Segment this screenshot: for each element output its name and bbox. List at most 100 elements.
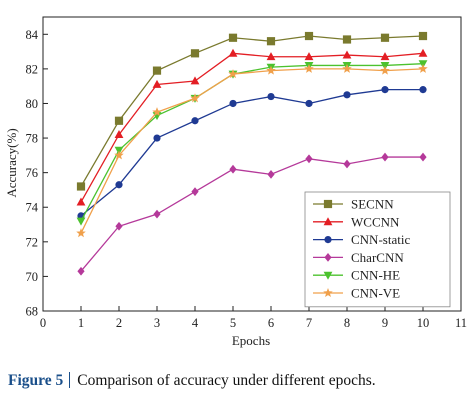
data-point-cnn-static — [419, 86, 427, 94]
data-point-secnn — [228, 33, 238, 42]
data-point-secnn — [190, 49, 200, 58]
data-point-wccnn — [304, 52, 314, 61]
data-point-cnn-ve — [380, 65, 390, 75]
figure-caption: Figure 5 Comparison of accuracy under dif… — [8, 372, 468, 390]
legend-label: CNN-HE — [351, 268, 400, 283]
caption-text: Comparison of accuracy under different e… — [77, 372, 376, 389]
data-point-wccnn — [342, 50, 352, 59]
data-point-charcnn — [419, 152, 427, 162]
y-tick-label: 74 — [26, 201, 39, 215]
data-point-cnn-static — [267, 92, 275, 101]
data-point-cnn-static — [305, 99, 313, 108]
y-tick-label: 82 — [26, 62, 39, 76]
data-point-charcnn — [343, 159, 351, 169]
data-point-cnn-ve — [266, 65, 276, 75]
data-point-cnn-static — [229, 99, 237, 108]
data-point-charcnn — [381, 152, 389, 162]
legend-marker — [323, 288, 333, 298]
y-tick-label: 72 — [26, 235, 39, 249]
legend-label: WCCNN — [351, 214, 400, 229]
series-cnn-static — [77, 86, 427, 220]
x-tick-label: 7 — [306, 316, 312, 330]
data-point-charcnn — [115, 221, 123, 231]
data-point-secnn — [152, 66, 162, 75]
data-point-cnn-ve — [228, 69, 238, 79]
series-line-charcnn — [80, 156, 423, 272]
legend-item-cnn-ve: CNN-VE — [313, 286, 400, 301]
data-point-wccnn — [266, 52, 276, 61]
caption-label: Figure 5 — [8, 372, 64, 389]
series-wccnn — [76, 48, 428, 206]
x-tick-label: 9 — [382, 316, 388, 330]
series-line-cnn-static — [80, 88, 423, 217]
legend-label: CNN-static — [351, 232, 410, 247]
series-line-secnn — [80, 35, 424, 187]
x-tick-label: 4 — [192, 316, 199, 330]
x-tick-label: 5 — [230, 316, 236, 330]
data-point-cnn-ve — [152, 107, 162, 117]
legend-label: SECNN — [351, 197, 394, 212]
legend: SECNN WCCNN CNN-static CharCNN CNN-HE CNN-VE — [304, 191, 451, 308]
legend-marker — [323, 199, 333, 209]
series-cnn-ve — [76, 63, 428, 238]
legend-item-charcnn: CharCNN — [313, 250, 404, 265]
data-point-wccnn — [418, 48, 428, 57]
y-tick-label: 84 — [26, 28, 39, 42]
x-tick-label: 1 — [78, 316, 84, 330]
data-point-secnn — [418, 31, 428, 41]
data-point-charcnn — [267, 169, 275, 179]
legend-item-cnn-static: CNN-static — [313, 232, 410, 247]
data-point-charcnn — [77, 266, 85, 276]
y-tick-label: 78 — [26, 132, 39, 146]
legend-marker — [323, 271, 333, 280]
series-secnn — [76, 31, 428, 191]
data-point-cnn-ve — [418, 63, 428, 73]
plot-frame — [42, 16, 462, 312]
y-tick-label: 80 — [26, 97, 39, 111]
data-point-secnn — [304, 31, 314, 41]
data-point-wccnn — [152, 79, 162, 88]
caption-separator — [69, 372, 71, 388]
data-point-cnn-ve — [342, 63, 352, 73]
x-tick-label: 8 — [344, 316, 350, 330]
data-point-charcnn — [305, 154, 313, 164]
data-point-cnn-static — [115, 181, 123, 189]
data-point-wccnn — [380, 52, 390, 61]
legend-marker — [324, 253, 332, 262]
data-point-secnn — [342, 35, 352, 44]
data-point-secnn — [380, 33, 390, 42]
data-point-secnn — [266, 37, 276, 46]
data-point-cnn-static — [381, 86, 389, 94]
x-tick-label: 2 — [116, 316, 122, 330]
legend-label: CNN-VE — [351, 286, 400, 301]
x-tick-label: 10 — [417, 316, 430, 330]
data-point-charcnn — [191, 187, 199, 197]
legend-item-cnn-he: CNN-HE — [313, 268, 400, 283]
data-point-cnn-ve — [76, 228, 86, 238]
data-point-charcnn — [229, 164, 237, 174]
series-line-wccnn — [80, 52, 424, 203]
legend-marker — [324, 236, 332, 244]
data-point-wccnn — [228, 48, 238, 57]
legend-label: CharCNN — [351, 250, 404, 265]
data-point-cnn-ve — [190, 93, 200, 103]
data-point-cnn-ve — [304, 63, 314, 73]
series-charcnn — [77, 152, 427, 276]
data-point-secnn — [114, 116, 124, 125]
data-point-cnn-static — [153, 134, 161, 142]
y-tick-label: 68 — [26, 305, 39, 319]
data-point-wccnn — [76, 197, 86, 206]
data-point-cnn-he — [76, 217, 86, 226]
series-layer — [76, 31, 428, 276]
y-tick-label: 76 — [26, 166, 39, 180]
data-point-charcnn — [153, 209, 161, 219]
x-tick-label: 3 — [154, 316, 160, 330]
data-point-cnn-ve — [114, 150, 124, 160]
data-point-cnn-static — [343, 91, 351, 99]
x-tick-label: 6 — [268, 316, 274, 330]
legend-item-wccnn: WCCNN — [313, 214, 400, 229]
y-tick-label: 70 — [26, 270, 39, 284]
